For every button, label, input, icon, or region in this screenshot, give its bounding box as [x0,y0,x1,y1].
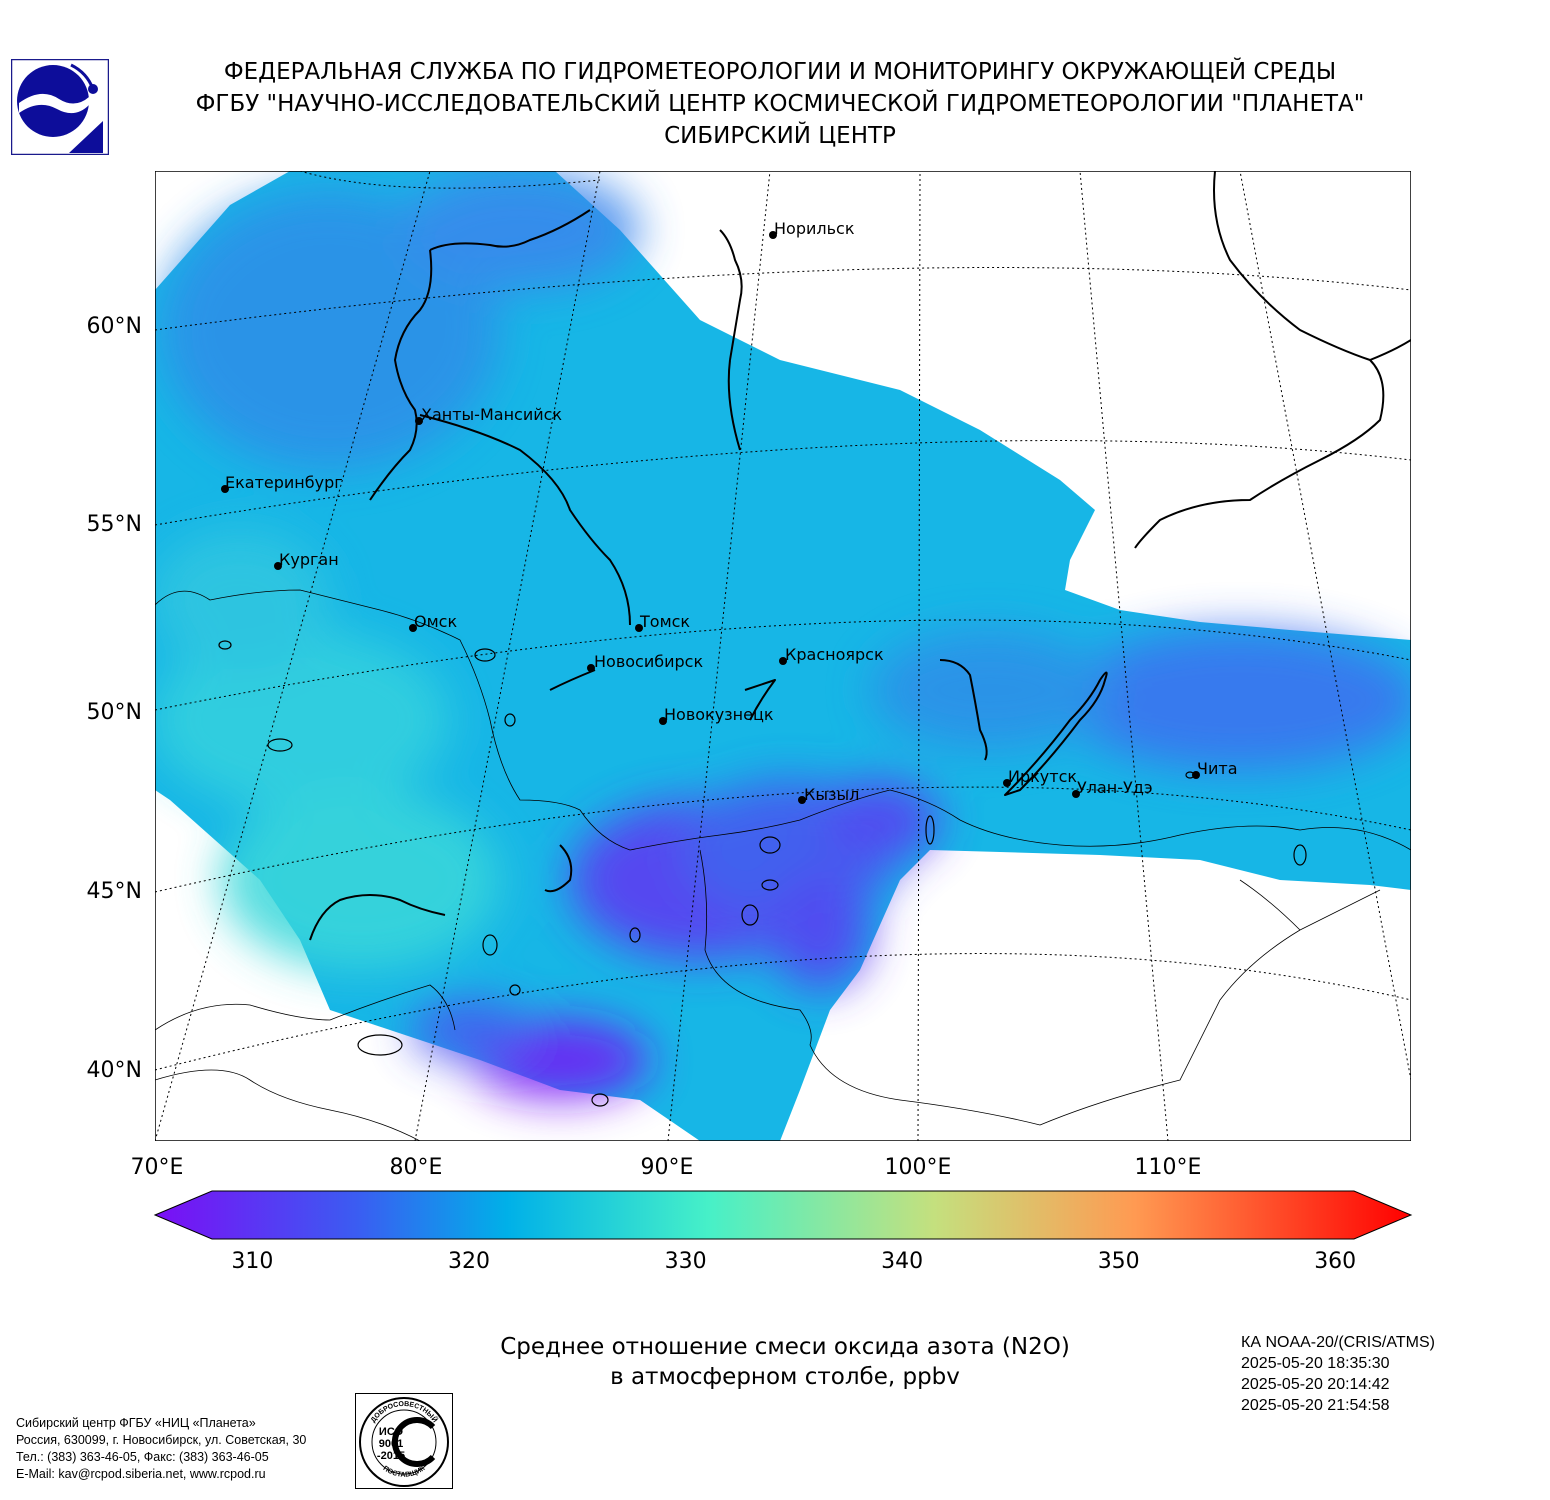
city-label: Кызыл [804,785,859,804]
colorbar-tick-label: 310 [231,1249,273,1274]
footer-line-3: Тел.: (383) 363-46-05, Факс: (383) 363-4… [16,1450,269,1464]
city-kyzyl: Кызыл [798,785,859,804]
colorbar-tick-label: 360 [1314,1249,1356,1274]
colorbar-tick-label: 320 [448,1249,490,1274]
header-line-1: ФЕДЕРАЛЬНАЯ СЛУЖБА ПО ГИДРОМЕТЕОРОЛОГИИ … [223,59,1337,85]
city-label: Курган [279,550,339,569]
cities: Норильск Ханты-Мансийск Екатеринбург Кур… [221,219,1238,804]
city-label: Иркутск [1008,767,1077,786]
lat-labels: 60°N 55°N 50°N 45°N 40°N [87,314,142,1083]
iso-line-1: ИСО [379,1426,404,1438]
planeta-logo [11,59,109,155]
pass-time-1: 2025-05-20 18:35:30 [1241,1355,1390,1372]
rivers-lakes [309,171,1411,941]
colorbar: 310 320 330 340 350 360 [153,1190,1413,1274]
subtitle-line-1: Среднее отношение смеси оксида азота (N2… [500,1334,1070,1360]
city-label: Красноярск [785,645,884,664]
colorbar-tick-label: 330 [665,1249,707,1274]
city-label: Томск [639,612,690,631]
city-yekaterinburg: Екатеринбург [221,473,343,493]
graticule-meridians [155,171,1411,1141]
city-label: Омск [414,612,457,631]
iso-line-3: -2015 [377,1450,405,1462]
city-ulan-ude: Улан-Удэ [1072,778,1153,798]
map-area [155,171,1411,1141]
lon-label: 110°E [1135,1155,1202,1180]
city-label: Екатеринбург [225,473,343,492]
city-krasnoyarsk: Красноярск [779,645,884,665]
small-lakes [218,640,1307,1107]
colorbar-bar [153,1190,1413,1240]
colorbar-tick-label: 350 [1098,1249,1140,1274]
footer-line-2: Россия, 630099, г. Новосибирск, ул. Сове… [16,1433,307,1447]
lat-label: 45°N [87,879,142,904]
city-norilsk: Норильск [769,219,855,239]
pass-time-3: 2025-05-20 21:54:58 [1241,1397,1390,1414]
lat-label: 55°N [87,512,142,537]
contact-footer: Сибирский центр ФГБУ «НИЦ «Планета» Росс… [16,1415,306,1483]
iso-9001-badge: ДОБРОСОВЕСТНЫЙ ПОСТАВЩИК ИСО 9001 -2015 [355,1393,453,1489]
city-label: Норильск [774,219,855,238]
lon-labels: 70°E 80°E 90°E 100°E 110°E [131,1155,1202,1180]
city-chita: Чита [1192,759,1238,779]
header: ФЕДЕРАЛЬНАЯ СЛУЖБА ПО ГИДРОМЕТЕОРОЛОГИИ … [130,56,1430,152]
colorbar-tick-label: 340 [881,1249,923,1274]
city-tomsk: Томск [635,612,690,632]
city-khanty-mansiysk: Ханты-Мансийск [415,405,562,425]
pass-time-2: 2025-05-20 20:14:42 [1241,1376,1390,1393]
city-novokuznetsk: Новокузнецк [659,705,774,725]
header-line-2: ФГБУ "НАУЧНО-ИССЛЕДОВАТЕЛЬСКИЙ ЦЕНТР КОС… [195,91,1365,117]
city-label: Чита [1197,759,1238,778]
country-borders [155,589,1411,1141]
city-irkutsk: Иркутск [1003,767,1077,787]
city-kurgan: Курган [274,550,339,570]
city-label: Улан-Удэ [1077,778,1153,797]
colorbar-ticks: 310 320 330 340 350 360 [231,1249,1356,1274]
header-line-3: СИБИРСКИЙ ЦЕНТР [664,123,896,149]
iso-line-2: 9001 [379,1438,403,1450]
lat-label: 40°N [87,1058,142,1083]
lat-label: 50°N [87,700,142,725]
map-figure: Норильск Ханты-Мансийск Екатеринбург Кур… [87,171,1413,1274]
lon-label: 70°E [131,1155,184,1180]
footer-line-4: E-Mail: kav@rcpod.siberia.net, www.rcpod… [16,1467,266,1481]
city-label: Новосибирск [594,652,703,671]
city-label: Ханты-Мансийск [421,405,562,424]
lon-label: 80°E [390,1155,443,1180]
lon-label: 90°E [641,1155,694,1180]
city-omsk: Омск [409,612,457,632]
figure-subtitle: Среднее отношение смеси оксида азота (N2… [380,1332,1190,1392]
satellite-name: КА NOAA-20/(CRIS/ATMS) [1241,1334,1435,1351]
subtitle-line-2: в атмосферном столбе, ppbv [610,1364,960,1390]
footer-line-1: Сибирский центр ФГБУ «НИЦ «Планета» [16,1416,256,1430]
satellite-info: КА NOAA-20/(CRIS/ATMS) 2025-05-20 18:35:… [1241,1332,1435,1416]
lat-label: 60°N [87,314,142,339]
lon-label: 100°E [885,1155,952,1180]
city-novosibirsk: Новосибирск [587,652,703,672]
city-label: Новокузнецк [664,705,774,724]
